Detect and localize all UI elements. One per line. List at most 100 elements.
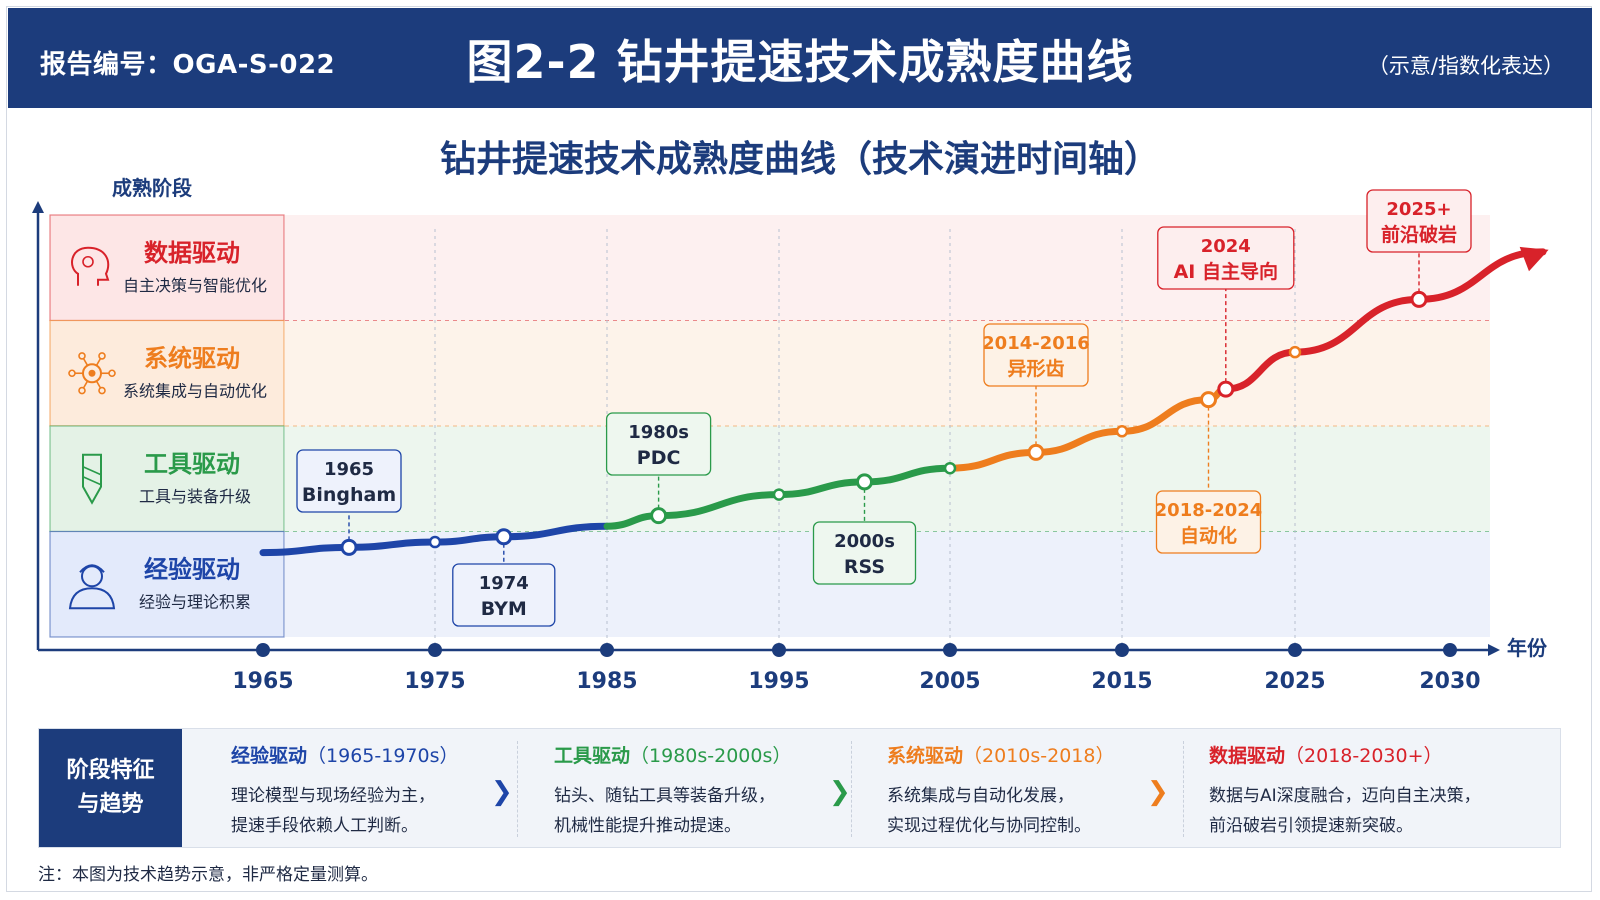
stage-name: 系统驱动 bbox=[144, 345, 240, 373]
col-name: 经验驱动 bbox=[231, 745, 308, 767]
x-tick-dot bbox=[428, 643, 442, 657]
chevron-right-icon: ❯ bbox=[829, 777, 851, 807]
gear-network-icon-node bbox=[98, 352, 106, 360]
gear-network-icon-spoke bbox=[95, 358, 102, 366]
x-tick-dot bbox=[256, 643, 270, 657]
x-tick-label: 1965 bbox=[232, 669, 293, 694]
stage-panel-cell bbox=[49, 214, 285, 322]
x-tick-label: 2005 bbox=[919, 669, 980, 694]
curve-point bbox=[428, 535, 442, 549]
callout-label: AI 自主导向 bbox=[1174, 260, 1278, 283]
curve-point bbox=[943, 461, 957, 475]
callout-box bbox=[605, 412, 712, 476]
callout-label: BYM bbox=[481, 598, 527, 620]
curve-arrowhead bbox=[1519, 246, 1549, 272]
milestone-point bbox=[1410, 290, 1428, 308]
curve-point bbox=[1115, 425, 1129, 438]
callout-year: 1974 bbox=[479, 573, 529, 594]
col-desc-line2: 前沿破岩引领提速新突破。 bbox=[1209, 816, 1413, 836]
x-tick-label: 1975 bbox=[404, 669, 465, 694]
chart-title: 钻井提速技术成熟度曲线（技术演进时间轴） bbox=[439, 139, 1160, 180]
col-period: （2018-2030+） bbox=[1285, 745, 1443, 767]
drill-bit-icon-groove bbox=[82, 476, 102, 486]
header-bar: 报告编号：OGA-S-022 图2-2 钻井提速技术成熟度曲线 （示意/指数化表… bbox=[8, 8, 1592, 108]
milestone-callout: 2024 AI 自主导向 bbox=[1157, 226, 1295, 390]
figure-note: （示意/指数化表达） bbox=[1367, 54, 1564, 78]
stage-desc: 自主决策与智能优化 bbox=[123, 276, 267, 295]
stage-band bbox=[285, 320, 1490, 426]
callout-box bbox=[983, 323, 1089, 387]
milestone-point bbox=[1217, 380, 1235, 398]
gear-network-icon-node bbox=[78, 352, 86, 360]
gear-network-icon-spoke bbox=[95, 380, 102, 389]
milestone-callout: 1980s PDC bbox=[605, 412, 712, 516]
stage-desc: 工具与装备升级 bbox=[139, 487, 251, 506]
chevron-right-icon: ❯ bbox=[491, 777, 513, 807]
col-period: （2010s-2018） bbox=[963, 745, 1115, 767]
callout-label: Bingham bbox=[302, 484, 396, 506]
callout-box bbox=[1155, 490, 1262, 554]
brain-icon-detail bbox=[82, 255, 94, 268]
curve-segment bbox=[1222, 248, 1547, 393]
callout-year: 2025+ bbox=[1386, 199, 1451, 220]
stage-panel-cell bbox=[49, 530, 285, 638]
x-tick-dot bbox=[1288, 643, 1302, 657]
col-desc-line2: 实现过程优化与协同控制。 bbox=[887, 816, 1091, 836]
y-axis-label: 成熟阶段 bbox=[112, 176, 192, 200]
gear-network-icon-node bbox=[98, 386, 106, 395]
curve-point bbox=[772, 488, 786, 501]
stage-name: 工具驱动 bbox=[144, 450, 240, 478]
gear-network-icon-node bbox=[108, 369, 116, 378]
engineer-icon-body bbox=[68, 587, 116, 610]
drill-bit-icon bbox=[82, 453, 102, 505]
col-name: 工具驱动 bbox=[554, 745, 631, 767]
milestone-callout: 1974 BYM bbox=[452, 536, 556, 627]
x-tick-label: 1995 bbox=[748, 669, 809, 694]
milestone-callout: 2014-2016 异形齿 bbox=[982, 323, 1090, 453]
callout-year: 1965 bbox=[324, 459, 374, 480]
col-desc-line1: 钻头、随钻工具等装备升级， bbox=[554, 786, 775, 806]
x-tick-label: 2030 bbox=[1419, 669, 1480, 694]
col-period: （1980s-2000s） bbox=[630, 745, 792, 767]
callout-box bbox=[812, 521, 917, 585]
x-tick-label: 1985 bbox=[576, 669, 637, 694]
stage-band bbox=[285, 215, 1490, 321]
callout-label: RSS bbox=[844, 556, 885, 578]
gear-network-icon-hub bbox=[88, 369, 96, 377]
x-tick-dot bbox=[943, 643, 957, 657]
brain-icon bbox=[71, 246, 110, 286]
gear-network-icon-spoke bbox=[82, 380, 89, 389]
col-desc-line1: 理论模型与现场经验为主， bbox=[231, 786, 435, 806]
col-desc-line2: 机械性能提升推动提速。 bbox=[554, 816, 741, 836]
gear-network-icon-spoke bbox=[82, 358, 89, 366]
col-desc-line1: 系统集成与自动化发展， bbox=[887, 786, 1074, 806]
col-desc-line2: 提速手段依赖人工判断。 bbox=[231, 816, 418, 836]
milestone-callout: 2000s RSS bbox=[812, 481, 917, 585]
callout-label: 异形齿 bbox=[1007, 358, 1064, 380]
stage-panel-cell bbox=[49, 425, 285, 533]
summary-heading-line1: 阶段特征 bbox=[66, 758, 155, 783]
stage-desc: 系统集成与自动优化 bbox=[123, 382, 267, 401]
chevron-right-icon: ❯ bbox=[1147, 777, 1169, 807]
divider bbox=[851, 741, 852, 837]
callout-box bbox=[1157, 226, 1295, 290]
divider bbox=[517, 741, 518, 837]
engineer-icon-helmet bbox=[79, 564, 105, 573]
x-tick-dot bbox=[772, 643, 786, 657]
milestone-point bbox=[650, 507, 668, 525]
x-tick-dot bbox=[1443, 643, 1457, 657]
col-period: （1965-1970s） bbox=[307, 745, 459, 767]
footnote: 注：本图为技术趋势示意，非严格定量测算。 bbox=[38, 865, 378, 885]
maturity-chart: 数据驱动自主决策与智能优化系统驱动系统集成与自动优化工具驱动工具与装备升级经验驱… bbox=[32, 176, 1549, 694]
milestone-point bbox=[1027, 443, 1045, 461]
callout-year: 1980s bbox=[628, 422, 689, 443]
summary-heading: 阶段特征 与趋势 bbox=[39, 729, 182, 847]
summary-heading-line2: 与趋势 bbox=[77, 792, 144, 817]
callout-year: 2024 bbox=[1201, 236, 1251, 257]
milestone-callout: 2025+ 前沿破岩 bbox=[1366, 189, 1472, 300]
col-desc-line1: 数据与AI深度融合，迈向自主决策， bbox=[1209, 786, 1481, 806]
x-tick-dot bbox=[1115, 643, 1129, 657]
